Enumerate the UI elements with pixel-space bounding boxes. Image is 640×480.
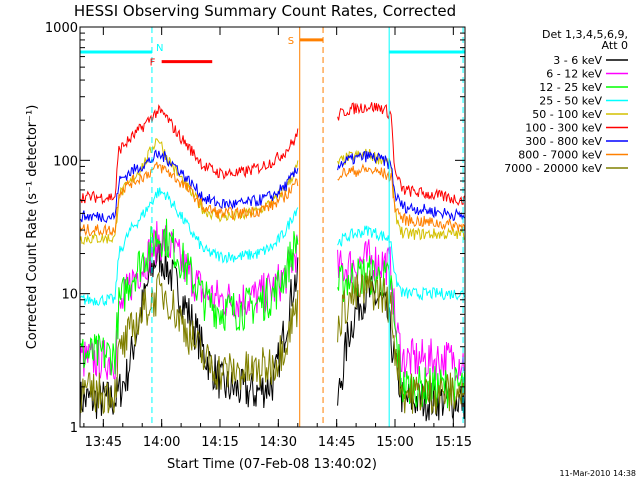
x-tick-label-0: 13:45	[85, 435, 122, 450]
legend-label-2: 12 - 25 keV	[539, 81, 602, 94]
x-tick-label-1: 14:00	[143, 435, 180, 450]
annotations: NF S	[80, 27, 465, 427]
legend-label-0: 3 - 6 keV	[553, 54, 602, 67]
y-axis-label: Corrected Count Rate (s⁻¹ detector⁻¹)	[25, 105, 40, 350]
x-tick-label-3: 14:30	[260, 435, 297, 450]
series-line-6	[79, 149, 466, 224]
night-label: N	[156, 43, 163, 54]
legend-label-3: 25 - 50 keV	[539, 95, 602, 108]
x-axis-ticks: 13:45 14:00 14:15 14:30 14:45 15:00 15:15	[83, 27, 472, 450]
saa-flag-label: S	[288, 36, 294, 47]
footer-timestamp: 11-Mar-2010 14:38	[560, 469, 637, 478]
series-line-8	[79, 270, 466, 415]
x-tick-label-6: 15:15	[435, 435, 472, 450]
series-line-7	[79, 161, 466, 237]
legend-label-4: 50 - 100 keV	[532, 108, 602, 121]
flare-flag-label: F	[150, 58, 156, 69]
legend-label-6: 300 - 800 keV	[525, 135, 602, 148]
x-tick-label-2: 14:15	[201, 435, 238, 450]
legend-label-5: 100 - 300 keV	[525, 122, 602, 135]
legend-label-7: 800 - 7000 keV	[518, 149, 602, 162]
y-tick-label-3: 1000	[45, 21, 78, 36]
series-line-3	[79, 187, 466, 307]
chart-title: HESSI Observing Summary Count Rates, Cor…	[74, 2, 456, 20]
plot-frame	[79, 26, 466, 428]
y-tick-label-0: 1	[70, 421, 78, 436]
legend-header-1: Att 0	[602, 39, 628, 52]
y-tick-label-2: 100	[53, 154, 78, 169]
x-axis-label: Start Time (07-Feb-08 13:40:02)	[167, 457, 377, 472]
x-tick-label-4: 14:45	[318, 435, 355, 450]
y-axis-ticks: 1 10 100 1000	[45, 21, 465, 436]
plot-area	[79, 102, 466, 422]
legend-label-1: 6 - 12 keV	[546, 68, 602, 81]
legend-label-8: 7000 - 20000 keV	[504, 162, 602, 175]
x-tick-label-5: 15:00	[376, 435, 413, 450]
series-line-5	[79, 102, 466, 206]
y-tick-label-1: 10	[61, 288, 78, 303]
legend-header-0: Det 1,3,4,5,6,9,	[542, 28, 628, 41]
